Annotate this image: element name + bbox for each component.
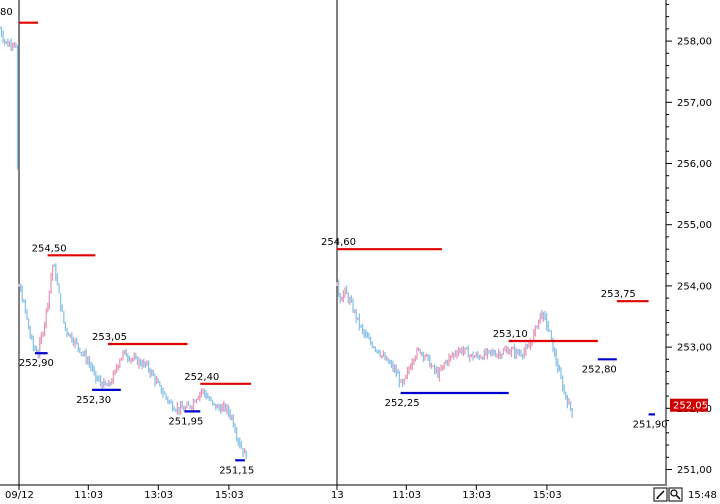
- y-tick-label: 257,00: [677, 98, 712, 109]
- low-level-label: 252,30: [76, 395, 111, 406]
- price-levels: [19, 21, 655, 462]
- x-tick-label: 13:03: [144, 490, 173, 501]
- low-level-label: 252,90: [19, 358, 54, 369]
- high-level-label: 253,05: [92, 332, 127, 343]
- high-level-label: 254,50: [32, 243, 67, 254]
- y-tick-label: 256,00: [677, 159, 712, 170]
- truncated-label: 80: [0, 7, 13, 18]
- low-level-label: 251,90: [633, 419, 668, 430]
- y-tick-label: 254,00: [677, 281, 712, 292]
- x-axis: 09/12 11:03 13:03 15:03 13 11:03 13:03 15:03: [5, 485, 562, 501]
- high-level-label: 253,10: [493, 329, 528, 340]
- x-tick-label: 11:03: [74, 490, 103, 501]
- last-price-label: 252,05: [673, 401, 708, 412]
- y-tick-label: 255,00: [677, 220, 712, 231]
- x-tick-label: 15:03: [533, 490, 562, 501]
- x-tick-label: 13:03: [462, 490, 491, 501]
- high-level-label: 253,75: [601, 289, 636, 300]
- y-tick-label: 253,00: [677, 343, 712, 354]
- high-level-label: 252,40: [184, 372, 219, 383]
- low-level-label: 252,25: [385, 398, 420, 409]
- x-tick-label: 15:03: [215, 490, 244, 501]
- truncated-level-label: 80: [0, 7, 13, 18]
- x-tick-label: 13: [331, 490, 344, 501]
- clock-label: 15:48: [688, 490, 717, 501]
- zoom-icon[interactable]: [668, 487, 683, 502]
- low-level-label: 251,15: [219, 465, 254, 476]
- y-tick-label: 251,00: [677, 465, 712, 476]
- low-level-label: 252,80: [582, 364, 617, 375]
- edit-icon[interactable]: [653, 487, 668, 502]
- x-tick-label: 11:03: [392, 490, 421, 501]
- high-level-label: 254,60: [321, 237, 356, 248]
- price-bars: [0, 0, 573, 485]
- y-tick-label: 258,00: [677, 37, 712, 48]
- low-level-label: 251,95: [168, 416, 203, 427]
- x-tick-label: 09/12: [5, 490, 34, 501]
- level-labels: 254,50 252,90 253,05 252,30 252,40 251,95 251,…: [19, 237, 668, 476]
- last-price-badge: 252,05: [670, 398, 708, 412]
